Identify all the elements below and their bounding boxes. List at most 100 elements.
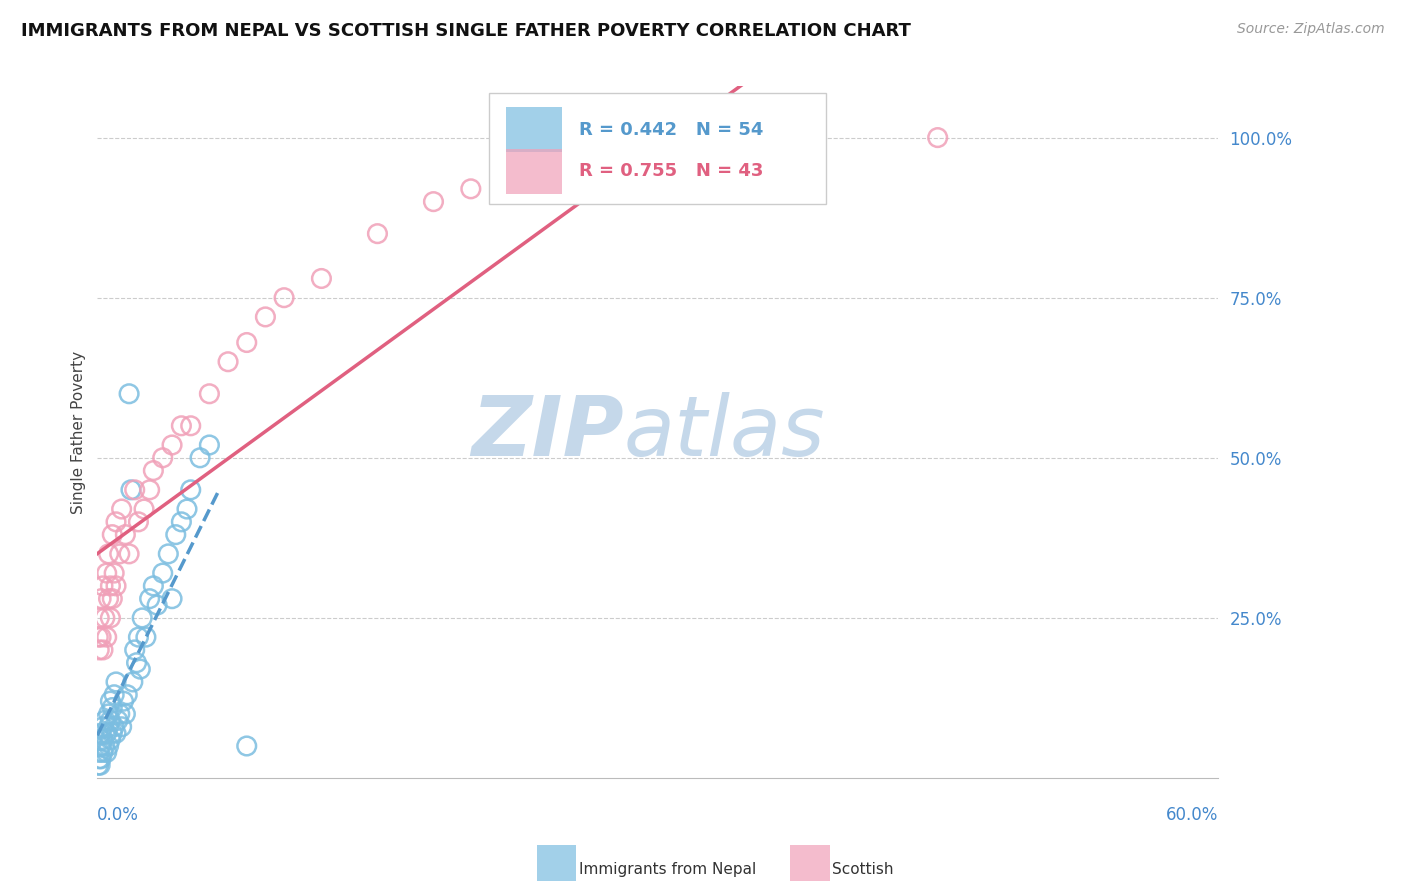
Point [366,227,388,241]
Point [142,579,165,593]
Point [180,418,202,433]
Point [94,714,117,728]
Point [112,694,135,708]
Point [165,527,187,541]
Point [100,714,122,728]
Point [89,745,111,759]
Point [101,700,124,714]
Point [97,706,120,721]
Point [89,611,111,625]
Point [87,630,110,644]
Point [96,630,118,644]
Point [89,758,111,772]
Point [740,162,762,177]
Point [97,547,120,561]
Point [91,745,114,759]
Point [114,706,136,721]
Point [152,450,174,465]
Point [127,515,149,529]
Point [254,310,277,324]
Point [235,739,257,753]
Point [311,271,333,285]
Point [100,611,122,625]
Point [927,130,949,145]
Point [138,483,160,497]
Text: 60.0%: 60.0% [1166,805,1218,823]
FancyBboxPatch shape [506,149,562,194]
Point [118,386,141,401]
Point [108,547,131,561]
Text: Scottish: Scottish [832,863,894,877]
Point [460,182,482,196]
Point [160,591,183,606]
Point [121,675,143,690]
Text: atlas: atlas [624,392,825,473]
Point [105,579,128,593]
Point [127,630,149,644]
Point [97,720,120,734]
FancyBboxPatch shape [489,94,825,204]
Text: Immigrants from Nepal: Immigrants from Nepal [579,863,756,877]
Point [125,656,148,670]
Point [115,688,138,702]
Point [170,515,193,529]
Point [103,566,125,580]
Point [170,418,193,433]
Point [273,291,295,305]
Point [120,483,142,497]
Point [90,752,112,766]
Point [217,355,239,369]
Point [97,591,120,606]
Point [111,720,134,734]
Point [131,611,153,625]
Point [100,694,122,708]
Point [180,483,202,497]
Point [107,714,129,728]
Point [96,566,118,580]
Point [96,726,118,740]
Point [105,726,128,740]
Point [129,662,152,676]
Point [101,591,124,606]
Point [90,739,112,753]
Point [97,739,120,753]
Point [160,438,183,452]
Point [105,515,128,529]
Point [94,739,117,753]
Text: IMMIGRANTS FROM NEPAL VS SCOTTISH SINGLE FATHER POVERTY CORRELATION CHART: IMMIGRANTS FROM NEPAL VS SCOTTISH SINGLE… [21,22,911,40]
Point [176,502,198,516]
Point [124,643,146,657]
Point [422,194,444,209]
Point [152,566,174,580]
Point [90,630,112,644]
Point [87,758,110,772]
Point [105,675,128,690]
Text: R = 0.442   N = 54: R = 0.442 N = 54 [579,121,763,139]
FancyBboxPatch shape [506,107,562,152]
Y-axis label: Single Father Poverty: Single Father Poverty [72,351,86,514]
Point [90,726,112,740]
Point [100,732,122,747]
Point [135,630,157,644]
Point [103,688,125,702]
Point [89,643,111,657]
Point [157,547,180,561]
Point [146,598,169,612]
Point [101,726,124,740]
Point [111,502,134,516]
Point [142,464,165,478]
Point [188,450,211,465]
Point [124,483,146,497]
Point [138,591,160,606]
Point [114,527,136,541]
Text: ZIP: ZIP [471,392,624,473]
Point [90,591,112,606]
Point [91,643,114,657]
Point [94,611,117,625]
Point [101,527,124,541]
Point [198,386,221,401]
Text: Source: ZipAtlas.com: Source: ZipAtlas.com [1237,22,1385,37]
Point [91,732,114,747]
Point [108,706,131,721]
Point [118,547,141,561]
